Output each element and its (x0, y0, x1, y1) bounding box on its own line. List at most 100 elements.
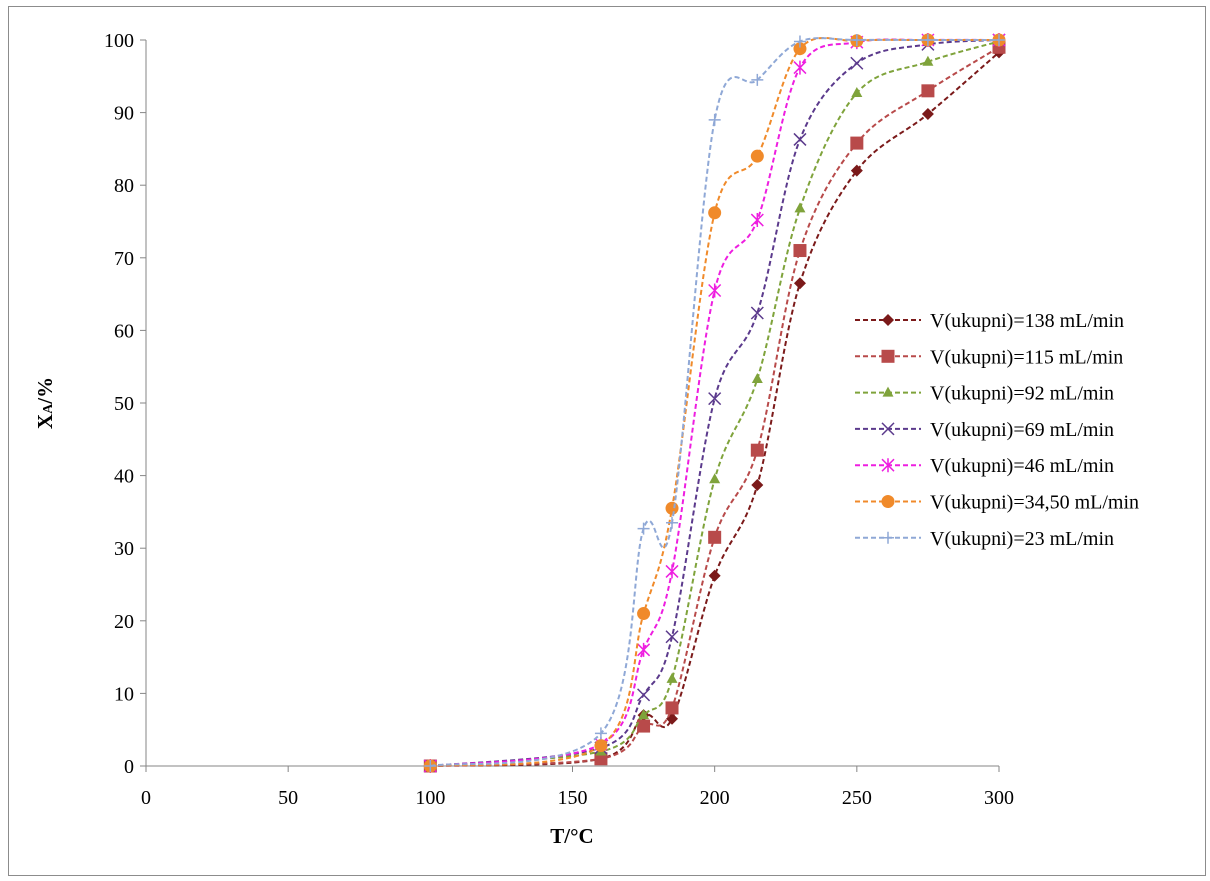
data-point (793, 35, 806, 48)
legend-label: V(ukupni)=46 mL/min (930, 455, 1114, 477)
data-point (750, 149, 764, 163)
data-point (637, 522, 650, 535)
y-tick-label: 80 (114, 175, 134, 197)
legend-marker (882, 386, 894, 397)
data-point (793, 244, 807, 258)
y-tick-label: 30 (114, 538, 134, 560)
x-tick-label: 150 (558, 787, 588, 809)
legend-label: V(ukupni)=138 mL/min (930, 310, 1124, 332)
legend-entry: V(ukupni)=23 mL/min (855, 528, 1114, 550)
x-tick-label: 250 (842, 787, 872, 809)
legend-entry: V(ukupni)=138 mL/min (855, 310, 1124, 332)
y-axis-title-sub: A (41, 403, 56, 414)
legend: V(ukupni)=138 mL/min V(ukupni)=115 mL/min… (855, 310, 1139, 550)
legend-marker (882, 531, 894, 544)
data-point (751, 479, 764, 492)
data-point (637, 607, 651, 621)
data-point (708, 113, 721, 126)
data-point (993, 34, 1005, 46)
data-point (921, 84, 935, 98)
x-tick-label: 100 (415, 787, 445, 809)
data-point (665, 701, 679, 715)
data-point (921, 34, 934, 46)
y-axis-title-main: X (33, 414, 57, 429)
chart-frame (8, 6, 1206, 876)
series-4 (423, 33, 1006, 773)
legend-marker (881, 422, 895, 436)
data-point (793, 42, 807, 56)
y-tick-label: 70 (114, 248, 134, 270)
data-point (665, 630, 679, 644)
y-tick-label: 60 (114, 320, 134, 342)
series-line (430, 38, 1000, 767)
data-point (666, 712, 679, 725)
data-point (708, 392, 722, 406)
series-2 (423, 40, 1006, 773)
legend-entry: V(ukupni)=46 mL/min (855, 455, 1114, 477)
data-point (708, 530, 722, 544)
axes: 0 10 20 30 40 50 60 70 80 90 100 0 50 100 150 200 250 300 (104, 30, 1014, 809)
data-point (750, 213, 764, 228)
data-point (851, 86, 863, 97)
series-7 (424, 34, 1005, 772)
y-tick-label: 40 (114, 466, 134, 488)
data-point (793, 277, 806, 290)
x-tick-label: 300 (984, 787, 1014, 809)
x-axis-title: T/°C (550, 824, 593, 848)
data-point (637, 642, 651, 657)
series-layer (423, 33, 1006, 773)
series-6 (423, 33, 1006, 773)
legend-label: V(ukupni)=92 mL/min (930, 383, 1114, 405)
series-line (430, 46, 1000, 767)
legend-entry: V(ukupni)=115 mL/min (855, 346, 1123, 368)
y-tick-label: 90 (114, 103, 134, 125)
data-point (666, 516, 679, 529)
y-tick-label: 20 (114, 611, 134, 633)
legend-marker (881, 495, 895, 508)
y-tick-label: 10 (114, 683, 134, 705)
series-3 (424, 35, 1005, 770)
series-line (430, 40, 1000, 767)
data-point (594, 752, 608, 766)
data-point (793, 60, 807, 75)
series-line (430, 51, 1000, 767)
legend-marker (881, 349, 895, 363)
series-1 (424, 46, 1005, 772)
legend-label: V(ukupni)=34,50 mL/min (930, 492, 1139, 514)
legend-label: V(ukupni)=115 mL/min (930, 346, 1123, 368)
data-point (637, 688, 651, 702)
data-point (637, 719, 651, 733)
legend-marker (881, 458, 895, 473)
data-point (708, 206, 722, 220)
data-point (751, 73, 764, 86)
x-tick-label: 200 (700, 787, 730, 809)
series-5 (423, 33, 1006, 773)
series-line (430, 39, 1000, 767)
data-point (708, 569, 721, 582)
y-axis-title: XA/% (33, 377, 57, 429)
data-point (594, 727, 607, 740)
data-point (638, 709, 650, 720)
data-point (665, 564, 679, 579)
data-point (665, 501, 679, 515)
data-point (666, 672, 678, 683)
data-point (850, 164, 863, 177)
data-point (921, 108, 934, 121)
data-point (850, 34, 863, 46)
data-point (708, 283, 722, 298)
data-point (850, 56, 864, 70)
legend-label: V(ukupni)=69 mL/min (930, 419, 1114, 441)
data-point (850, 136, 864, 150)
data-point (794, 202, 806, 213)
data-point (594, 739, 608, 753)
data-point (793, 132, 807, 146)
legend-label: V(ukupni)=23 mL/min (930, 528, 1114, 550)
y-tick-label: 100 (104, 30, 134, 52)
legend-marker (882, 314, 894, 326)
data-point (922, 55, 934, 66)
legend-entry: V(ukupni)=69 mL/min (855, 419, 1114, 441)
legend-entry: V(ukupni)=92 mL/min (855, 383, 1114, 405)
x-tick-label: 50 (278, 787, 298, 809)
data-point (709, 473, 721, 484)
